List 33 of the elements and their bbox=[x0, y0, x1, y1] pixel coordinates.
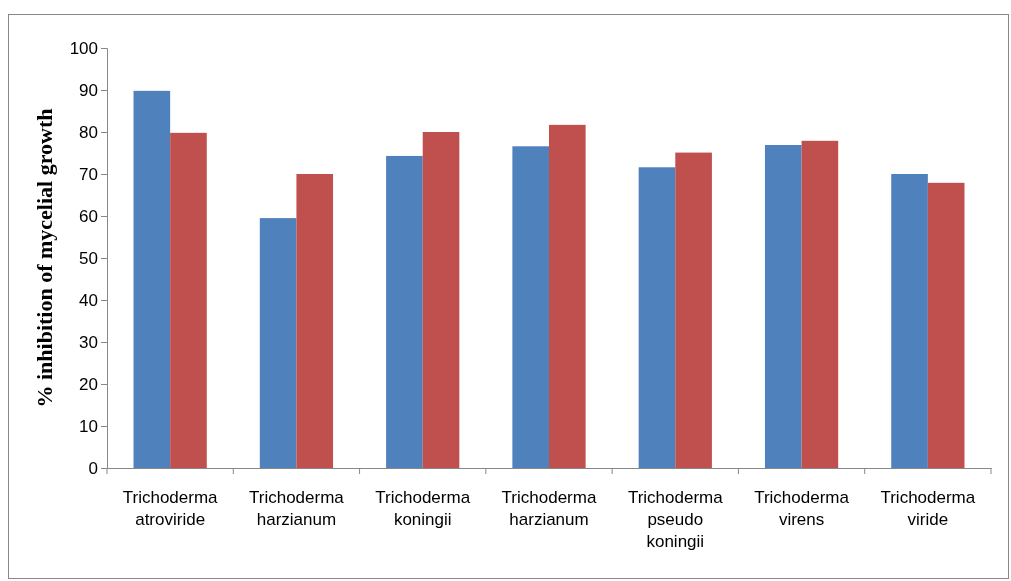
bar bbox=[170, 132, 207, 468]
y-tick-label: 40 bbox=[79, 290, 98, 310]
bar bbox=[549, 124, 586, 468]
bar bbox=[801, 140, 839, 468]
bar bbox=[675, 152, 712, 468]
x-tick-label: Trichoderma atroviride bbox=[122, 488, 219, 529]
bar bbox=[296, 174, 334, 468]
bar bbox=[422, 132, 460, 468]
x-tick-label: Trichoderma viride bbox=[880, 488, 976, 529]
y-tick-label: 20 bbox=[79, 374, 98, 394]
y-tick-label: 80 bbox=[79, 122, 98, 142]
x-tick-label: Trichoderma harzianum bbox=[249, 488, 345, 529]
y-tick-label: 60 bbox=[79, 206, 98, 226]
x-tick-label: Trichoderma pseudo koningii bbox=[627, 488, 724, 551]
x-tick-label: Trichoderma virens bbox=[754, 488, 850, 529]
bar bbox=[764, 145, 802, 468]
bar bbox=[386, 155, 423, 468]
x-tick-label: Trichoderma harzianum bbox=[501, 488, 597, 529]
y-tick-label: 90 bbox=[79, 80, 98, 100]
bar bbox=[259, 218, 297, 468]
x-tick-label: Trichoderma koningii bbox=[375, 488, 471, 529]
y-tick-label: 100 bbox=[69, 38, 98, 58]
bar bbox=[638, 167, 676, 468]
bar bbox=[512, 146, 549, 468]
y-tick-label: 0 bbox=[88, 458, 98, 478]
y-tick-label: 50 bbox=[79, 248, 98, 268]
y-tick-label: 10 bbox=[79, 416, 98, 436]
y-tick-label: 30 bbox=[79, 332, 98, 352]
bar bbox=[133, 90, 171, 468]
y-axis-title: % inhibition of mycelial growth bbox=[32, 108, 57, 408]
y-tick-label: 70 bbox=[79, 164, 98, 184]
bar bbox=[891, 174, 928, 468]
bar bbox=[927, 182, 965, 468]
